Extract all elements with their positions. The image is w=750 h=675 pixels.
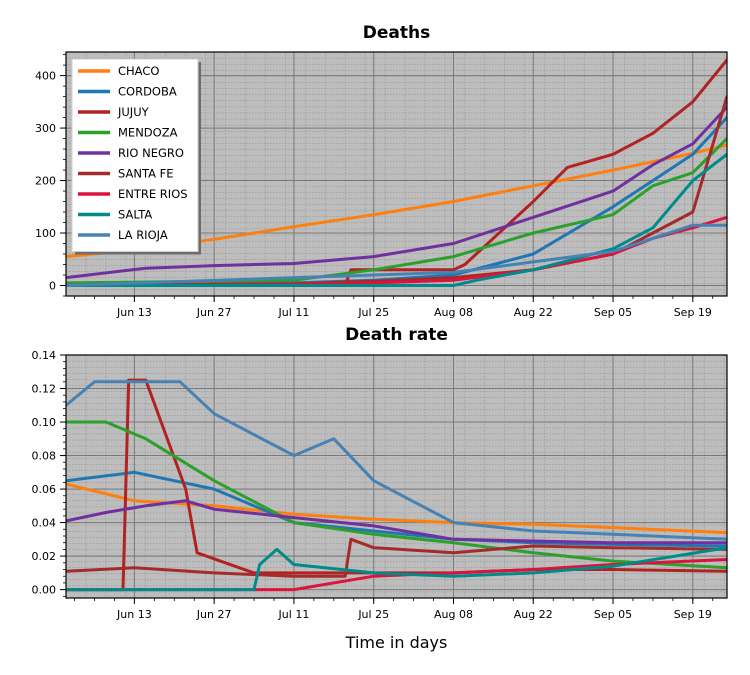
major-grid (66, 354, 727, 598)
y-tick-label: 400 (35, 70, 56, 83)
x-tick-label: Sep 05 (594, 608, 632, 621)
y-tick-label: 100 (35, 227, 56, 240)
y-tick-label: 0.02 (32, 550, 57, 563)
chart-title: Death rate (345, 325, 448, 345)
legend-label-mendoza: MENDOZA (118, 126, 178, 140)
series-line-rio-negro (66, 499, 727, 545)
chart-title: Deaths (363, 23, 430, 43)
legend-label-cordoba: CORDOBA (118, 85, 177, 99)
series-line-cordoba (66, 470, 727, 548)
legend: CHACO CORDOBA JUJUY MENDOZA RIO NEGRO SANTA F… (71, 58, 201, 255)
legend-label-santa-fe: SANTA FE (118, 167, 174, 181)
legend-label-salta: SALTA (118, 208, 152, 222)
y-tick-label: 0.04 (32, 517, 57, 530)
legend-label-chaco: CHACO (118, 64, 159, 78)
x-tick-label: Aug 08 (434, 306, 473, 319)
plot-frame (65, 354, 728, 599)
x-tick-label: Sep 05 (594, 306, 632, 319)
y-tick-label: 0.06 (32, 483, 57, 496)
series-lines (66, 378, 727, 592)
series-line-santa-fe (66, 537, 727, 578)
death-rate-chart: Jun 13 Jun 27 Jul 11 Jul 25 Aug 08 Aug 22 Sep … (32, 325, 728, 652)
x-tick-label: Jun 13 (116, 306, 152, 319)
y-tick-label: 0.08 (32, 450, 57, 463)
y-tick-label: 0.00 (32, 584, 57, 597)
x-tick-label: Jul 25 (357, 608, 389, 621)
legend-label-la-rioja: LA RIOJA (118, 228, 168, 242)
y-tick-label: 0 (49, 280, 56, 293)
legend-label-entre-rios: ENTRE RIOS (118, 187, 188, 201)
series-line-mendoza (66, 420, 727, 570)
x-tick-label: Sep 19 (674, 306, 712, 319)
series-line-la-rioja (66, 380, 727, 541)
x-tick-label: Aug 08 (434, 608, 473, 621)
x-tick-label: Jul 25 (357, 306, 389, 319)
x-tick-label: Sep 19 (674, 608, 712, 621)
x-tick-label: Jun 27 (196, 306, 232, 319)
x-axis-label: Time in days (345, 633, 448, 652)
legend-label-jujuy: JUJUY (117, 105, 150, 119)
series-line-salta (66, 546, 727, 592)
minor-grid (65, 355, 727, 599)
y-tick-label: 300 (35, 122, 56, 135)
legend-label-rio-negro: RIO NEGRO (118, 146, 184, 160)
x-tick-label: Aug 22 (514, 306, 553, 319)
y-tick-label: 200 (35, 175, 56, 188)
series-line-la-rioja (66, 223, 727, 287)
series-line-salta (66, 152, 727, 287)
plot-frame (65, 51, 728, 297)
x-tick-label: Jul 11 (278, 306, 310, 319)
y-tick-label: 0.10 (32, 416, 57, 429)
y-tick-label: 0.12 (32, 383, 57, 396)
y-tick-label: 0.14 (32, 349, 57, 362)
deaths-chart: Jun 13 Jun 27 Jul 11 Jul 25 Aug 08 Aug 22 Sep … (35, 23, 728, 319)
series-line-rio-negro (66, 105, 727, 280)
x-tick-label: Aug 22 (514, 608, 553, 621)
series-lines (66, 58, 727, 287)
x-tick-label: Jun 27 (196, 608, 232, 621)
x-tick-label: Jul 11 (278, 608, 310, 621)
x-tick-label: Jun 13 (116, 608, 152, 621)
